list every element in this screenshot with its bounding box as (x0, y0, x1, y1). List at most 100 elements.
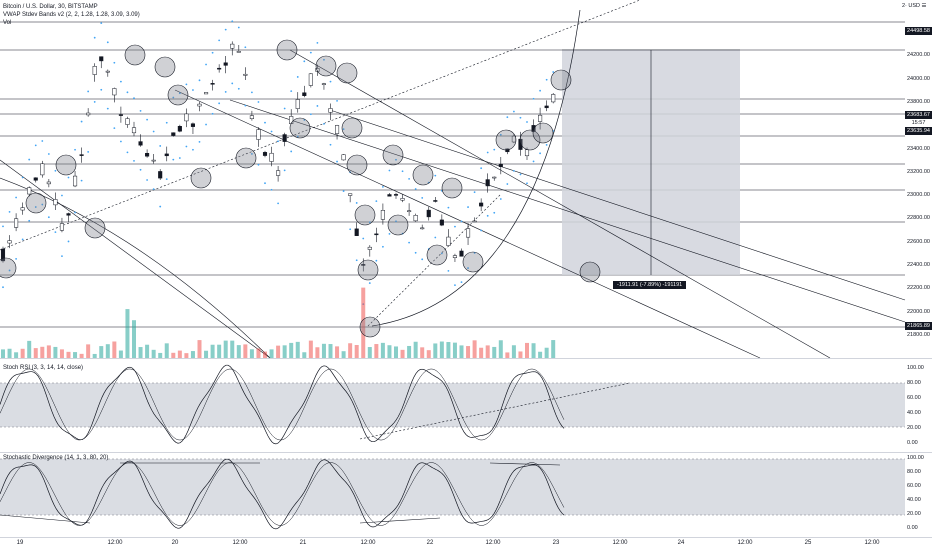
price-axis-label: 22600.00 (907, 238, 930, 245)
vwap-band-dot (205, 63, 207, 66)
vwap-band-dot (355, 259, 358, 262)
vwap-band-dot (447, 269, 450, 272)
vwap-band-dot (244, 46, 247, 49)
price-pane[interactable] (0, 0, 932, 358)
indicator-vwap-label[interactable]: VWAP Stdev Bands v2 (2, 2, 1.28, 1.28, 3… (3, 12, 140, 18)
stoch-rsi-title[interactable]: Stoch RSI (3, 3, 14, 14, close) (3, 365, 84, 371)
vwap-band-dot (185, 83, 188, 86)
highlight-circle (235, 147, 257, 169)
vwap-band-dot (388, 169, 391, 172)
candle-body (348, 193, 353, 196)
vwap-band-dot (87, 90, 90, 93)
vwap-band-dot (126, 151, 129, 154)
price-tag-low: 21865.89 (905, 322, 932, 330)
candle-body (335, 125, 340, 134)
vwap-band-dot (15, 196, 17, 199)
currency-flag[interactable]: 2· USD ☰ (902, 3, 927, 9)
volume-bar (308, 340, 313, 358)
symbol-title[interactable]: Bitcoin / U.S. Dollar, 30, BITSTAMP (3, 4, 98, 10)
volume-bar (446, 342, 451, 358)
candle-body (33, 177, 38, 181)
time-axis-label: 12:00 (612, 540, 628, 546)
highlight-circle (190, 167, 212, 189)
candle-body (354, 228, 359, 236)
vwap-band-dot (270, 130, 273, 133)
dashed-trend-line (0, 0, 641, 251)
vwap-band-dot (480, 229, 483, 232)
vwap-band-dot (231, 82, 234, 85)
pane-separator[interactable] (0, 358, 932, 359)
time-axis-label: 12:00 (107, 540, 123, 546)
stoch-div-canvas[interactable] (0, 453, 932, 537)
vwap-band-dot (165, 121, 168, 124)
vwap-band-dot (205, 123, 207, 126)
highlight-circle (84, 217, 106, 239)
osc-axis-label: 80.00 (907, 469, 921, 475)
vwap-band-dot (532, 97, 535, 100)
stoch-div-title[interactable]: Stochastic Divergence (14, 1, 3, 80, 20) (3, 455, 109, 461)
vwap-band-dot (47, 216, 50, 219)
candle-body (40, 163, 45, 176)
time-axis-label: 24 (677, 540, 685, 546)
candle-body (361, 264, 366, 266)
vwap-band-dot (8, 269, 11, 272)
vwap-band-dot (28, 158, 31, 161)
highlight-circle (550, 69, 572, 91)
candle-body (256, 129, 261, 140)
highlight-circle (276, 39, 298, 61)
vwap-band-dot (28, 219, 31, 222)
time-axis-label: 19 (16, 540, 24, 546)
vwap-band-dot (120, 80, 122, 83)
vwap-band-dot (237, 87, 240, 90)
volume-bar (538, 351, 543, 358)
vwap-band-dot (47, 153, 50, 155)
vwap-band-dot (224, 28, 227, 31)
price-axis-label: 24000.00 (907, 75, 930, 82)
pane-separator[interactable] (0, 452, 932, 453)
vwap-band-dot (93, 36, 96, 39)
volume-bar (361, 287, 366, 358)
vwap-band-dot (434, 174, 437, 177)
vwap-band-dot (283, 107, 286, 110)
vwap-band-dot (152, 130, 155, 133)
vwap-band-dot (336, 160, 338, 163)
vwap-band-dot (80, 120, 83, 123)
volume-bar (132, 320, 136, 358)
vwap-band-dot (552, 71, 555, 73)
vwap-band-dot (257, 101, 260, 103)
volume-bar (439, 341, 444, 358)
highlight-circle (0, 257, 17, 279)
candle-body (400, 198, 405, 201)
volume-bar (86, 344, 91, 358)
vwap-band-dot (460, 281, 463, 283)
volume-bar (295, 341, 300, 358)
vwap-band-dot (113, 61, 116, 64)
volume-bar (158, 352, 163, 358)
vwap-band-dot (421, 197, 424, 199)
stoch-rsi-band (0, 383, 905, 427)
vwap-band-dot (218, 102, 221, 105)
stoch-rsi-d-line (0, 368, 565, 441)
vwap-band-dot (499, 133, 502, 136)
candle-body (73, 175, 78, 187)
vwap-band-dot (251, 91, 253, 94)
volume-bar (420, 347, 425, 358)
volume-bar (531, 343, 536, 358)
osc-axis-label: 80.00 (907, 380, 921, 386)
vwap-band-dot (211, 51, 214, 54)
candle-body (328, 108, 333, 113)
vwap-band-dot (329, 80, 332, 83)
vwap-band-dot (277, 140, 279, 143)
price-chart-canvas[interactable] (0, 0, 932, 358)
indicator-volume-label[interactable]: Vol (3, 20, 12, 26)
price-axis-label: 24200.00 (907, 52, 930, 59)
candle-body (321, 83, 326, 85)
stoch-rsi-pane[interactable] (0, 359, 932, 452)
stoch-rsi-canvas[interactable] (0, 359, 932, 452)
candle-body (230, 43, 235, 49)
candle-body (551, 94, 556, 103)
candle-body (479, 202, 484, 207)
vwap-band-dot (513, 110, 515, 113)
stoch-div-pane[interactable] (0, 453, 932, 537)
vwap-band-dot (316, 41, 319, 44)
